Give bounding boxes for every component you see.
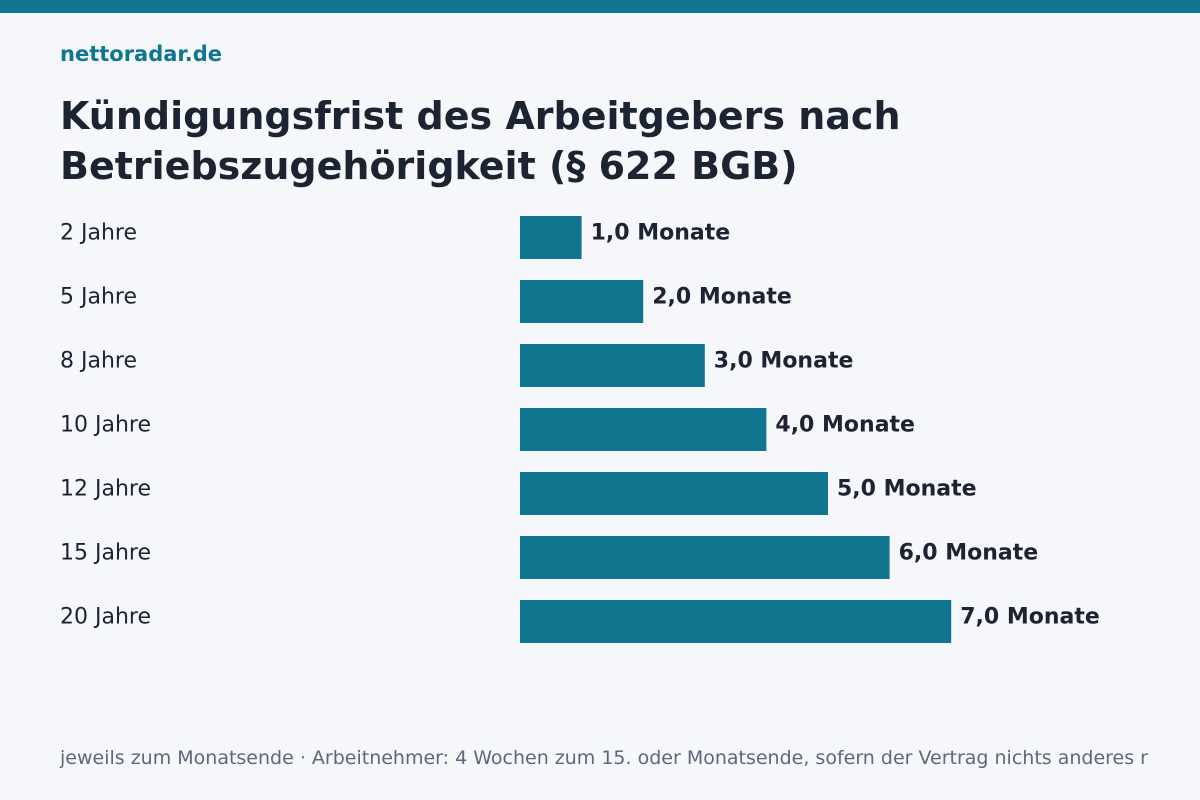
value-label: 6,0 Monate	[899, 541, 1039, 566]
value-label: 3,0 Monate	[714, 349, 854, 374]
footnote: jeweils zum Monatsende · Arbeitnehmer: 4…	[60, 747, 1148, 769]
top-accent-bar	[0, 0, 1200, 13]
bar	[520, 600, 952, 643]
value-label: 1,0 Monate	[591, 221, 731, 246]
category-label: 20 Jahre	[60, 605, 151, 630]
bar	[520, 344, 705, 387]
value-label: 2,0 Monate	[652, 285, 792, 310]
category-label: 15 Jahre	[60, 541, 151, 566]
value-label: 5,0 Monate	[837, 477, 977, 502]
bar	[520, 280, 644, 323]
bar	[520, 472, 828, 515]
bar	[520, 216, 582, 259]
category-label: 12 Jahre	[60, 477, 151, 502]
chart-title: Kündigungsfrist des Arbeitgebers nach Be…	[60, 94, 901, 188]
bar	[520, 408, 767, 451]
category-label: 10 Jahre	[60, 413, 151, 438]
category-label: 8 Jahre	[60, 349, 137, 374]
category-label: 5 Jahre	[60, 285, 137, 310]
value-label: 7,0 Monate	[960, 605, 1100, 630]
brand-name: nettoradar.de	[60, 42, 223, 66]
bar	[520, 536, 890, 579]
category-label: 2 Jahre	[60, 221, 137, 246]
value-label: 4,0 Monate	[775, 413, 915, 438]
